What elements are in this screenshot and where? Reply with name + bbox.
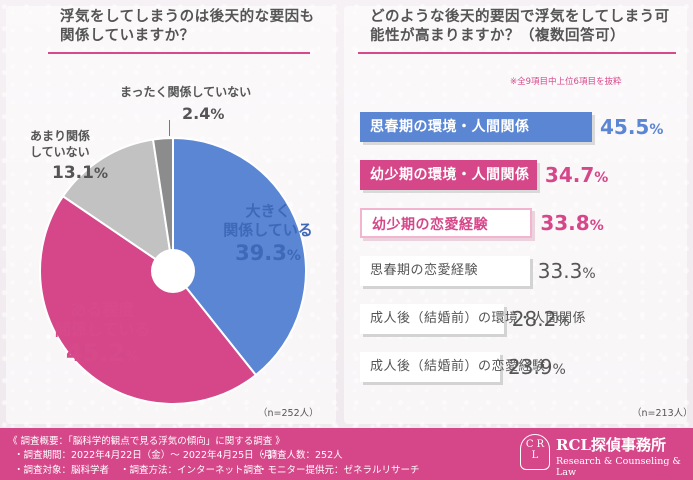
pie-unit-moderate: % [125, 349, 140, 365]
bar-value-unit: % [556, 314, 570, 330]
left-title-underline [48, 52, 310, 54]
bar-value-number: 33.8 [540, 211, 590, 235]
survey-target: ・調査対象：脳科学者 [14, 465, 110, 476]
pie-label-big: 大きく 関係している 39.3% [203, 202, 333, 269]
crl-logo-icon: C R L [520, 434, 550, 470]
pie-label-moderate-line1: ある程度 [70, 300, 135, 319]
bar-value-3: 33.3% [538, 256, 596, 289]
pie-value-big: 39.3 [235, 241, 287, 265]
bar-1: 幼少期の環境・人間関係 [360, 160, 537, 190]
pie-slice-2 [61, 138, 175, 274]
survey-provider: ・モニター提供元：ゼネラルリサーチ [258, 465, 420, 476]
pie-chart [39, 136, 307, 405]
right-sample-size: （n=213人） [632, 408, 693, 419]
right-title-underline [358, 52, 676, 54]
pie-unit-big: % [286, 248, 301, 264]
pie-slice-0 [172, 136, 307, 377]
bar-row: 成人後（結婚前）の恋愛経験 23.9% [360, 352, 690, 382]
survey-count: ・調査人数：252人 [258, 450, 343, 461]
bar-value-0: 45.5% [600, 112, 663, 145]
brand-name: RCL探偵事務所 [556, 436, 666, 454]
leader-line [169, 120, 170, 136]
survey-title: 《 調査概要：「脳科学的観点で見る浮気の傾向」に関する調査 》 [8, 436, 285, 447]
pie-label-not-much-line1: あまり関係 [30, 129, 91, 143]
bar-value-number: 34.7 [544, 163, 595, 187]
pie-unit-not-much: % [93, 166, 108, 182]
pie-label-not-at-all-line1: まったく関係していない [120, 85, 252, 99]
bar-value-number: 33.3 [537, 259, 583, 283]
bar-value-unit: % [589, 218, 604, 234]
bar-3: 思春期の恋愛経験 [360, 256, 530, 286]
bar-row: 幼少期の恋愛経験 33.8% [360, 208, 690, 238]
bar-row: 幼少期の環境・人間関係 34.7% [360, 160, 690, 190]
bar-row: 思春期の環境・人間関係 45.5% [360, 112, 690, 142]
pie-label-not-at-all: まったく関係していない 2.4% [120, 84, 340, 128]
bar-2: 幼少期の恋愛経験 [360, 208, 533, 238]
bar-value-4: 28.2% [512, 304, 570, 337]
survey-period: ・調査期間：2022年4月22日（金）～ 2022年4月25日（月） [14, 450, 283, 461]
bar-5: 成人後（結婚前）の恋愛経験 [360, 352, 545, 382]
brand-subtitle: Research & Counseling & Law [556, 456, 681, 478]
pie-value-moderate: 45.2 [65, 339, 126, 367]
bar-chart-note: ※全9項目中上位6項目を抜粋 [510, 77, 622, 87]
bar-value-unit: % [649, 122, 664, 138]
pie-label-big-line1: 大きく [245, 202, 291, 220]
bar-value-unit: % [582, 266, 596, 282]
pie-value-not-at-all: 2.4 [182, 104, 211, 123]
pie-value-not-much: 13.1 [52, 163, 94, 183]
bar-value-1: 34.7% [545, 160, 608, 193]
pie-center-hole [151, 249, 195, 293]
bar-value-5: 23.9% [508, 352, 566, 385]
pie-label-moderate: ある程度 関係している 45.2% [20, 300, 185, 370]
pie-unit-not-at-all: % [210, 107, 225, 123]
pie-slice-3 [151, 136, 174, 272]
bar-4: 成人後（結婚前）の環境・人間関係 [360, 304, 586, 334]
right-question-title: どのような後天的要因で浮気をしてしまう可能性が高まりますか？（複数回答可） [370, 9, 670, 44]
bar-value-number: 45.5 [600, 115, 650, 139]
bar-row: 思春期の恋愛経験 33.3% [360, 256, 690, 286]
left-question-title: 浮気をしてしまうのは後天的な要因も関係していますか？ [60, 9, 315, 44]
bar-value-number: 23.9 [508, 355, 553, 379]
pie-label-not-much: あまり関係 していない 13.1% [30, 128, 140, 187]
bar-row: 成人後（結婚前）の環境・人間関係 28.2% [360, 304, 690, 334]
pie-label-big-line2: 関係している [223, 221, 313, 239]
pie-label-moderate-line2: 関係している [54, 320, 151, 339]
bar-value-number: 28.2 [511, 307, 557, 331]
bar-0: 思春期の環境・人間関係 [360, 112, 592, 142]
survey-footer: 《 調査概要：「脳科学的観点で見る浮気の傾向」に関する調査 》 ・調査期間：20… [0, 428, 693, 480]
bar-value-unit: % [552, 362, 566, 378]
bar-value-unit: % [594, 170, 609, 186]
survey-method: ・調査方法：インターネット調査 [120, 465, 263, 476]
left-sample-size: （n=252人） [258, 408, 319, 419]
pie-slice-1 [39, 194, 258, 405]
pie-label-not-much-line2: していない [30, 145, 90, 159]
bar-value-2: 33.8% [540, 208, 603, 241]
